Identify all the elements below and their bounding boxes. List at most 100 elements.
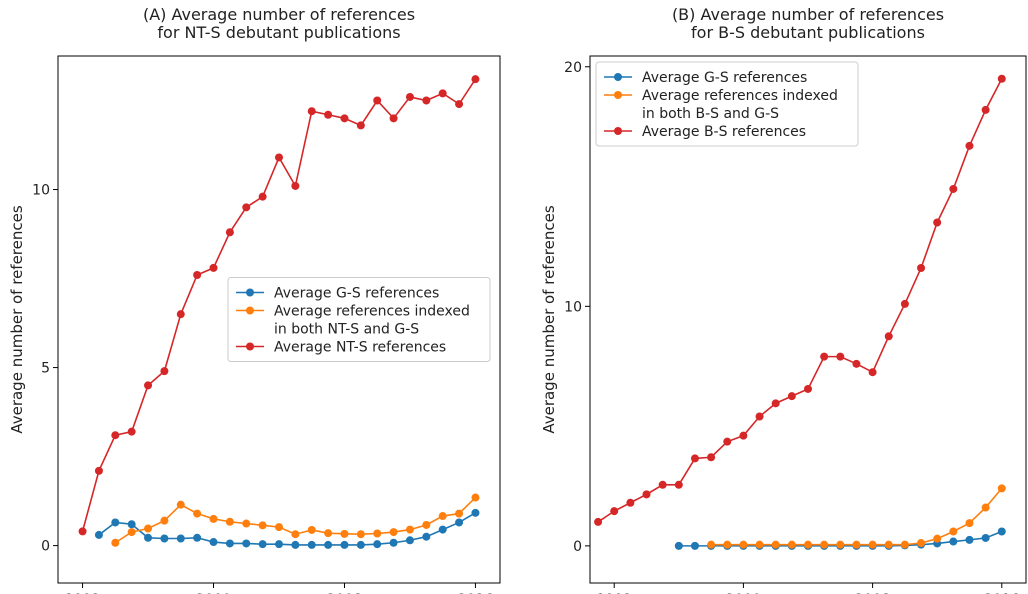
point: [674, 541, 683, 550]
chart-title: (B) Average number of references for B-S …: [672, 5, 944, 42]
legend-label: Average G-S references: [274, 286, 439, 302]
point: [324, 110, 333, 119]
point: [965, 141, 974, 150]
point: [949, 527, 958, 536]
point: [471, 75, 480, 84]
y-tick-label: 5: [41, 361, 50, 377]
point: [340, 114, 349, 123]
legend-marker: [614, 127, 622, 135]
y-tick-label: 0: [41, 539, 50, 555]
point: [997, 74, 1006, 83]
plot-area: [78, 75, 480, 549]
point: [193, 533, 202, 542]
point: [127, 427, 136, 436]
point: [739, 540, 748, 549]
point: [642, 490, 651, 499]
point: [804, 384, 812, 393]
x-tick-label: 2008: [327, 592, 363, 594]
axes-frame: [589, 55, 1027, 584]
point: [884, 332, 893, 341]
point: [127, 528, 136, 537]
point: [917, 263, 926, 272]
y-tick-label: 20: [564, 60, 582, 76]
point: [176, 500, 185, 509]
point: [111, 518, 120, 527]
point: [804, 540, 812, 549]
legend-marker: [246, 288, 254, 297]
point: [193, 270, 202, 279]
point: [225, 517, 234, 526]
point: [307, 525, 316, 534]
point: [242, 539, 251, 548]
point: [755, 540, 764, 549]
point: [209, 263, 218, 272]
point: [787, 540, 796, 549]
point: [933, 218, 942, 227]
point: [997, 484, 1006, 493]
point: [690, 454, 699, 463]
point: [836, 352, 845, 361]
line: [711, 487, 1003, 546]
point: [389, 538, 398, 547]
point: [455, 518, 464, 527]
point: [438, 89, 447, 98]
point: [258, 521, 267, 530]
point: [868, 540, 877, 549]
point: [949, 537, 958, 546]
point: [455, 509, 464, 518]
x-tick-label: 2016: [984, 592, 1020, 594]
y-tick-label: 0: [573, 539, 582, 555]
point: [787, 392, 796, 401]
point: [836, 540, 845, 549]
point: [242, 203, 251, 212]
point: [965, 535, 974, 544]
point: [389, 528, 398, 537]
point: [405, 525, 414, 534]
y-tick-label: 10: [564, 299, 582, 315]
point: [771, 540, 780, 549]
point: [176, 534, 185, 543]
point: [820, 540, 829, 549]
legend-label: Average G-S references: [642, 70, 807, 86]
point: [160, 516, 169, 525]
point: [275, 523, 283, 532]
point: [94, 466, 103, 475]
point: [340, 529, 349, 538]
legend-box: [227, 277, 491, 362]
line: [98, 512, 476, 546]
point: [324, 540, 333, 549]
point: [868, 368, 877, 377]
point: [160, 367, 169, 376]
legend-marker: [614, 73, 622, 81]
point: [723, 437, 732, 446]
point: [723, 540, 732, 549]
x-tick-label: 1992: [596, 592, 632, 594]
point: [258, 540, 267, 549]
point: [242, 519, 251, 528]
chart-title: (A) Average number of references for NT-S…: [143, 5, 415, 42]
point: [307, 540, 316, 549]
point: [307, 107, 316, 116]
legend-marker: [614, 91, 622, 99]
point: [356, 121, 365, 130]
y-axis-label: Average number of references: [8, 205, 26, 434]
y-axis-label: Average number of references: [540, 205, 558, 434]
point: [690, 541, 699, 550]
x-tick-label: 2008: [855, 592, 891, 594]
point: [707, 540, 716, 549]
point: [900, 540, 909, 549]
point: [455, 100, 464, 109]
legend-label: Average references indexed in both B-S an…: [642, 88, 838, 122]
point: [356, 530, 365, 539]
point: [94, 530, 103, 539]
point: [658, 480, 667, 489]
point: [176, 310, 185, 319]
y-tick-label: 10: [32, 183, 50, 199]
legend-label: Average B-S references: [642, 124, 806, 140]
point: [291, 181, 300, 190]
point: [949, 184, 958, 193]
point: [160, 534, 169, 543]
point: [820, 352, 829, 361]
point: [209, 538, 218, 547]
point: [933, 534, 942, 543]
